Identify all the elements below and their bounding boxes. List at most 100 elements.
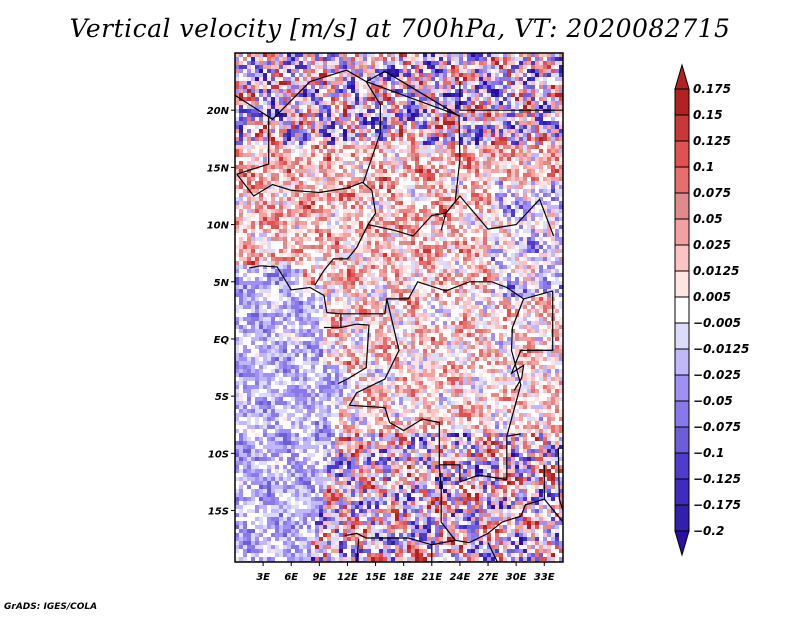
field-cell [283,229,287,233]
field-cell [375,53,379,57]
field-cell [527,85,531,89]
field-cell [427,241,431,245]
field-cell [463,193,467,197]
field-cell [507,217,511,221]
field-cell [395,281,399,285]
field-cell [519,165,523,169]
field-cell [315,293,319,297]
field-cell [271,213,275,217]
field-cell [507,281,511,285]
field-cell [451,241,455,245]
field-cell [319,261,323,265]
field-cell [435,261,439,265]
field-cell [403,165,407,169]
field-cell [379,121,383,125]
field-cell [503,125,507,129]
field-cell [367,169,371,173]
field-cell [271,185,275,189]
field-cell [359,145,363,149]
field-cell [447,101,451,105]
field-cell [299,193,303,197]
field-cell [275,121,279,125]
field-cell [327,65,331,69]
field-cell [347,145,351,149]
field-cell [443,229,447,233]
field-cell [511,233,515,237]
field-cell [543,253,547,257]
field-cell [411,249,415,253]
field-cell [371,69,375,73]
field-cell [303,177,307,181]
field-cell [447,209,451,213]
field-cell [351,281,355,285]
field-cell [335,125,339,129]
field-cell [523,85,527,89]
field-cell [323,281,327,285]
field-cell [495,177,499,181]
field-cell [311,189,315,193]
field-cell [375,221,379,225]
field-cell [423,137,427,141]
field-cell [463,257,467,261]
field-cell [559,145,563,149]
field-cell [303,145,307,149]
field-cell [307,253,311,257]
field-cell [359,289,363,293]
field-cell [339,221,343,225]
field-cell [447,225,451,229]
field-cell [239,141,243,145]
field-cell [487,201,491,205]
field-cell [339,193,343,197]
field-cell [523,161,527,165]
field-cell [559,237,563,241]
field-cell [275,57,279,61]
field-cell [483,157,487,161]
field-cell [363,137,367,141]
field-cell [371,125,375,129]
field-cell [499,93,503,97]
field-cell [355,89,359,93]
field-cell [555,85,559,89]
field-cell [287,193,291,197]
field-cell [359,105,363,109]
field-cell [499,201,503,205]
field-cell [535,181,539,185]
field-cell [251,217,255,221]
field-cell [247,197,251,201]
field-cell [471,241,475,245]
field-cell [495,269,499,273]
field-cell [383,241,387,245]
field-cell [287,69,291,73]
field-cell [355,233,359,237]
field-cell [391,261,395,265]
field-cell [415,257,419,261]
field-cell [247,109,251,113]
field-cell [551,245,555,249]
field-cell [479,89,483,93]
field-cell [243,281,247,285]
field-cell [411,93,415,97]
field-cell [523,57,527,61]
field-cell [547,61,551,65]
field-cell [427,137,431,141]
field-cell [511,129,515,133]
field-cell [243,213,247,217]
field-cell [355,125,359,129]
field-cell [479,141,483,145]
field-cell [319,53,323,57]
field-cell [311,177,315,181]
field-cell [327,77,331,81]
field-cell [443,173,447,177]
field-cell [531,117,535,121]
field-cell [303,241,307,245]
field-cell [279,145,283,149]
field-cell [471,285,475,289]
field-cell [327,121,331,125]
field-cell [403,185,407,189]
field-cell [339,65,343,69]
field-cell [263,97,267,101]
field-cell [499,273,503,277]
field-cell [379,253,383,257]
field-cell [479,225,483,229]
field-cell [447,245,451,249]
